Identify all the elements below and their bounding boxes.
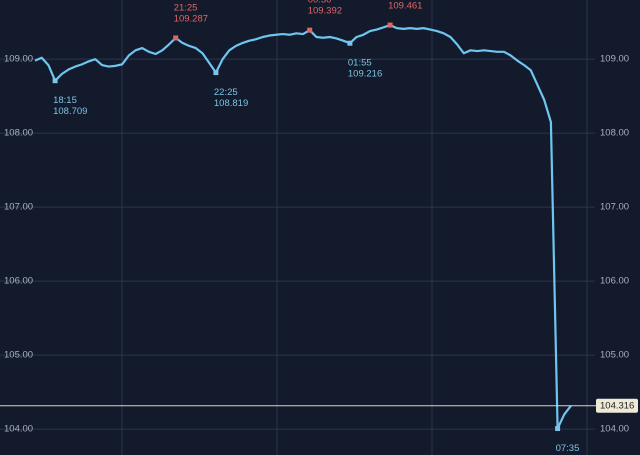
y-tick-label: 106.00 — [4, 276, 33, 287]
annotation-time: 21:25 — [174, 2, 198, 13]
y-tick-label: 104.00 — [4, 424, 33, 435]
time-grid — [121, 0, 588, 455]
annotation-marker — [347, 40, 353, 46]
y-tick-label-right: 104.00 — [600, 424, 629, 435]
annotation-time: 18:15 — [53, 95, 77, 106]
y-tick-label-right: 105.00 — [600, 350, 629, 361]
annotation-value: 108.709 — [53, 106, 87, 117]
annotation-marker — [387, 22, 393, 28]
current-price-box — [596, 398, 638, 413]
annotation-value: 109.287 — [174, 13, 208, 24]
annotation-time: 01:55 — [348, 58, 372, 69]
annotation-value: 109.392 — [308, 6, 342, 17]
annotation-time: 22:25 — [214, 87, 238, 98]
current-price-label: 104.316 — [600, 401, 634, 412]
annotation-value: 108.819 — [214, 98, 248, 109]
annotation-time: 00:50 — [308, 0, 332, 6]
annotation-time: 02:55 — [388, 0, 412, 1]
y-tick-label: 105.00 — [4, 350, 33, 361]
annotation-value: 109.461 — [388, 1, 422, 12]
annotation-marker — [173, 35, 179, 41]
annotation-value: 109.216 — [348, 69, 382, 80]
annotation-marker — [52, 78, 58, 84]
price-line-series — [34, 23, 572, 430]
y-tick-label-right: 106.00 — [600, 276, 629, 287]
y-tick-label: 107.00 — [4, 202, 33, 213]
y-tick-label-right: 107.00 — [600, 202, 629, 213]
annotation-time: 07:35 — [556, 443, 580, 454]
annotation-marker — [555, 426, 561, 432]
y-tick-label: 109.00 — [4, 54, 33, 65]
y-tick-label: 108.00 — [4, 128, 33, 139]
y-tick-label-right: 108.00 — [600, 128, 629, 139]
annotation-marker — [213, 70, 219, 76]
annotation-marker — [307, 27, 313, 33]
y-tick-label-right: 109.00 — [600, 54, 629, 65]
